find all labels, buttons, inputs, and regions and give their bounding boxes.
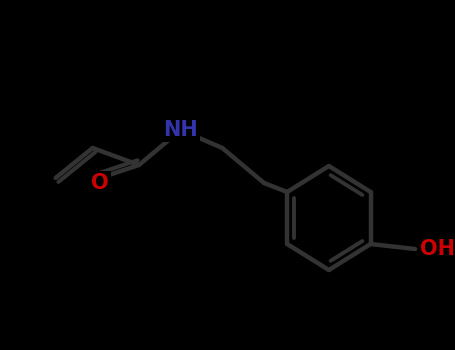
Text: NH: NH: [163, 120, 198, 140]
Text: O: O: [91, 173, 109, 193]
Text: OH: OH: [420, 239, 455, 259]
